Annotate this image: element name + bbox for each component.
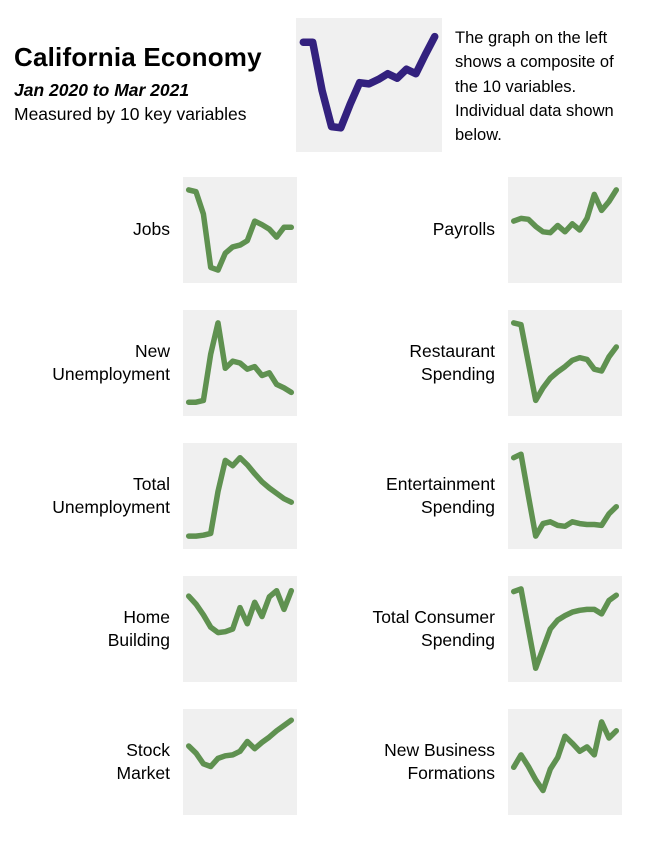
home-building-line-chart xyxy=(185,587,295,636)
label-total-unemployment: Total Unemployment xyxy=(52,473,170,517)
jobs-line-chart xyxy=(185,187,295,273)
stock-market-line-chart xyxy=(185,717,295,770)
restaurant-spending-line-chart xyxy=(510,320,620,404)
label-new-business-formations: New Business Formations xyxy=(384,739,495,783)
sparkline-restaurant-spending xyxy=(508,310,622,416)
sparkline-new-unemployment xyxy=(183,310,297,416)
label-jobs: Jobs xyxy=(133,219,170,240)
composite-line-chart xyxy=(299,32,439,132)
page-title: California Economy xyxy=(14,42,262,72)
new-business-formations-line-chart xyxy=(510,719,620,794)
label-total-consumer-spending: Total Consumer Spending xyxy=(372,606,495,650)
sparkline-total-consumer-spending xyxy=(508,576,622,682)
sparkline-entertainment-spending xyxy=(508,443,622,549)
label-home-building: Home Building xyxy=(107,606,170,650)
label-new-unemployment: New Unemployment xyxy=(52,340,170,384)
sparkline-home-building xyxy=(183,576,297,682)
entertainment-spending-line-chart xyxy=(510,451,620,539)
label-payrolls: Payrolls xyxy=(432,219,495,240)
sparkline-total-unemployment xyxy=(183,443,297,549)
composite-note: The graph on the left shows a composite … xyxy=(455,29,614,144)
measure-tagline: Measured by 10 key variables xyxy=(14,104,247,124)
sparkline-stock-market xyxy=(183,709,297,815)
composite-chart-box xyxy=(296,18,442,152)
total-unemployment-line-chart xyxy=(185,454,295,539)
label-stock-market: Stock Market xyxy=(116,739,170,783)
payrolls-line-chart xyxy=(510,187,620,236)
total-consumer-spending-line-chart xyxy=(510,586,620,671)
date-range-subtitle: Jan 2020 to Mar 2021 xyxy=(14,80,190,100)
label-entertainment-spending: Entertainment Spending xyxy=(386,473,495,517)
label-restaurant-spending: Restaurant Spending xyxy=(409,340,495,384)
sparkline-payrolls xyxy=(508,177,622,283)
sparkline-new-business-formations xyxy=(508,709,622,815)
sparkline-jobs xyxy=(183,177,297,283)
header: California Economy Jan 2020 to Mar 2021 … xyxy=(14,42,262,125)
sparkline-grid: Jobs Payrolls New Unemployment Restaurant… xyxy=(0,177,622,842)
new-unemployment-line-chart xyxy=(185,320,295,405)
